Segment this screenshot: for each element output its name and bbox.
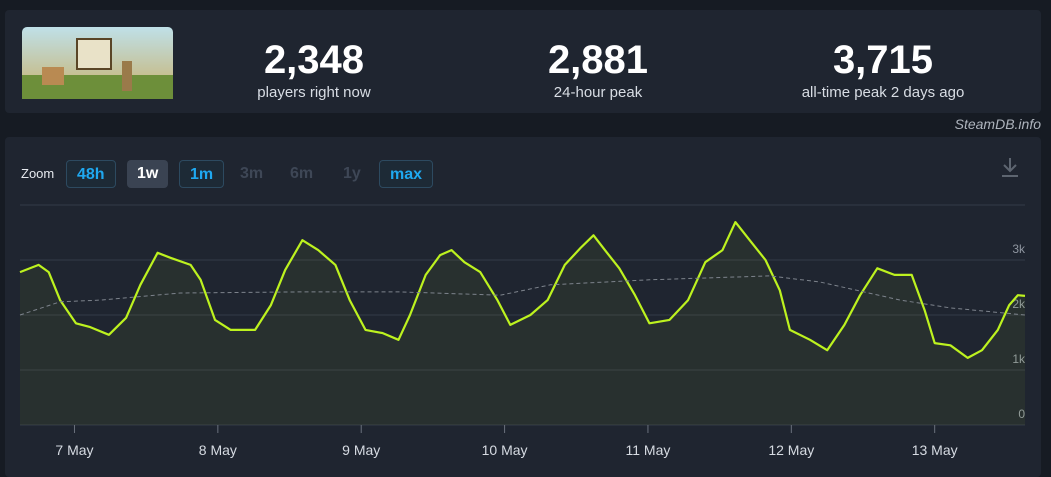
stat-label: players right now — [257, 84, 371, 101]
zoom-button: 3m — [240, 165, 264, 182]
source-link[interactable]: SteamDB.info — [954, 116, 1041, 132]
zoom-button[interactable]: max — [379, 160, 434, 188]
zoom-button[interactable]: 1m — [179, 160, 225, 188]
stat: 2,881 24-hour peak — [468, 38, 728, 101]
download-icon[interactable] — [1000, 156, 1020, 178]
stat: 3,715 all-time peak 2 days ago — [753, 38, 1013, 101]
line — [19, 221, 1026, 359]
x-tick-label: 10 May — [482, 442, 528, 458]
stat-label: all-time peak 2 days ago — [801, 84, 965, 101]
x-tick-label: 7 May — [55, 442, 93, 458]
zoom-button: 6m — [290, 165, 314, 182]
stat-value: 3,715 — [832, 38, 934, 82]
zoom-button[interactable]: 48h — [66, 160, 116, 188]
game-thumbnail — [22, 27, 173, 99]
chart-panel — [5, 137, 1041, 477]
x-tick-label: 12 May — [768, 442, 814, 458]
zoom-button[interactable]: 1w — [127, 160, 169, 188]
y-tick-label: 0 — [1018, 407, 1025, 421]
stat-value: 2,881 — [547, 38, 649, 82]
y-tick-label: 2k — [1012, 297, 1026, 311]
stat-value: 2,348 — [263, 38, 365, 82]
stat: 2,348 players right now — [184, 38, 444, 101]
zoom-button: 1y — [343, 165, 361, 182]
area — [20, 222, 1025, 425]
stat-label: 24-hour peak — [553, 84, 643, 101]
y-tick-label: 1k — [1012, 352, 1026, 366]
x-tick-label: 9 May — [342, 442, 380, 458]
zoom-label: Zoom — [21, 166, 55, 181]
y-tick-label: 3k — [1012, 242, 1026, 256]
x-tick-label: 8 May — [199, 442, 237, 458]
x-tick-label: 13 May — [912, 442, 958, 458]
x-tick-label: 11 May — [626, 442, 671, 458]
stats-panel: 2,348 players right now 2,881 24-hour peak… — [5, 10, 1041, 113]
